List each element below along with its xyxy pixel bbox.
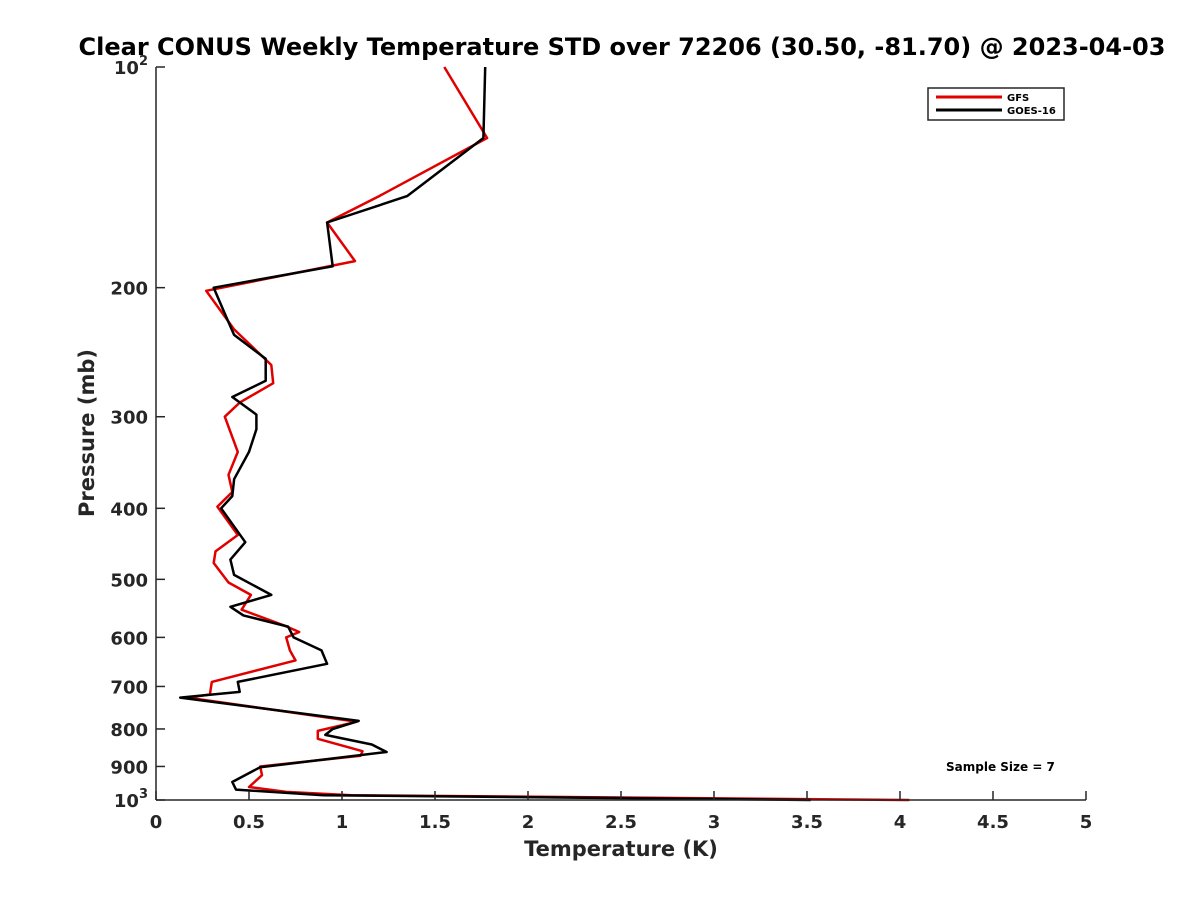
x-tick-label: 2.5 xyxy=(605,812,637,833)
x-tick-label: 3 xyxy=(708,812,721,833)
x-tick-label: 4 xyxy=(894,812,907,833)
y-tick-label: 600 xyxy=(110,628,148,649)
x-tick-label: 2 xyxy=(522,812,535,833)
sample-size-annotation: Sample Size = 7 xyxy=(946,760,1055,774)
x-tick-label: 1 xyxy=(336,812,349,833)
legend-label-goes16: GOES-16 xyxy=(1007,106,1056,117)
y-tick-label: 700 xyxy=(110,677,148,698)
x-tick-label: 0.5 xyxy=(233,812,265,833)
legend-label-gfs: GFS xyxy=(1007,93,1029,104)
x-tick-label: 4.5 xyxy=(977,812,1009,833)
legend-box xyxy=(927,87,1065,121)
series-line-goes16 xyxy=(178,66,811,802)
legend: GFS GOES-16 xyxy=(927,87,1065,121)
y-tick-label: 400 xyxy=(110,499,148,520)
x-tick-label: 3.5 xyxy=(791,812,823,833)
series-layer xyxy=(178,66,910,802)
y-tick-label: 500 xyxy=(110,570,148,591)
x-tick-label: 0 xyxy=(150,812,163,833)
y-tick-label: 102 xyxy=(114,54,148,79)
x-tick-label: 5 xyxy=(1080,812,1093,833)
y-tick-label: 900 xyxy=(110,757,148,778)
chart-title: Clear CONUS Weekly Temperature STD over … xyxy=(79,33,1166,61)
x-ticks: 0 0.5 1 1.5 2 2.5 3 3.5 4 4.5 5 xyxy=(150,791,1093,833)
y-ticks: 102 200 300 400 500 600 700 800 900 103 xyxy=(110,54,165,812)
y-tick-label: 800 xyxy=(110,720,148,741)
y-tick-label: 300 xyxy=(110,408,148,429)
y-tick-label: 200 xyxy=(110,279,148,300)
x-tick-label: 1.5 xyxy=(419,812,451,833)
y-tick-label: 103 xyxy=(114,787,148,812)
x-axis-label: Temperature (K) xyxy=(524,837,718,861)
y-axis-label: Pressure (mb) xyxy=(75,349,99,517)
